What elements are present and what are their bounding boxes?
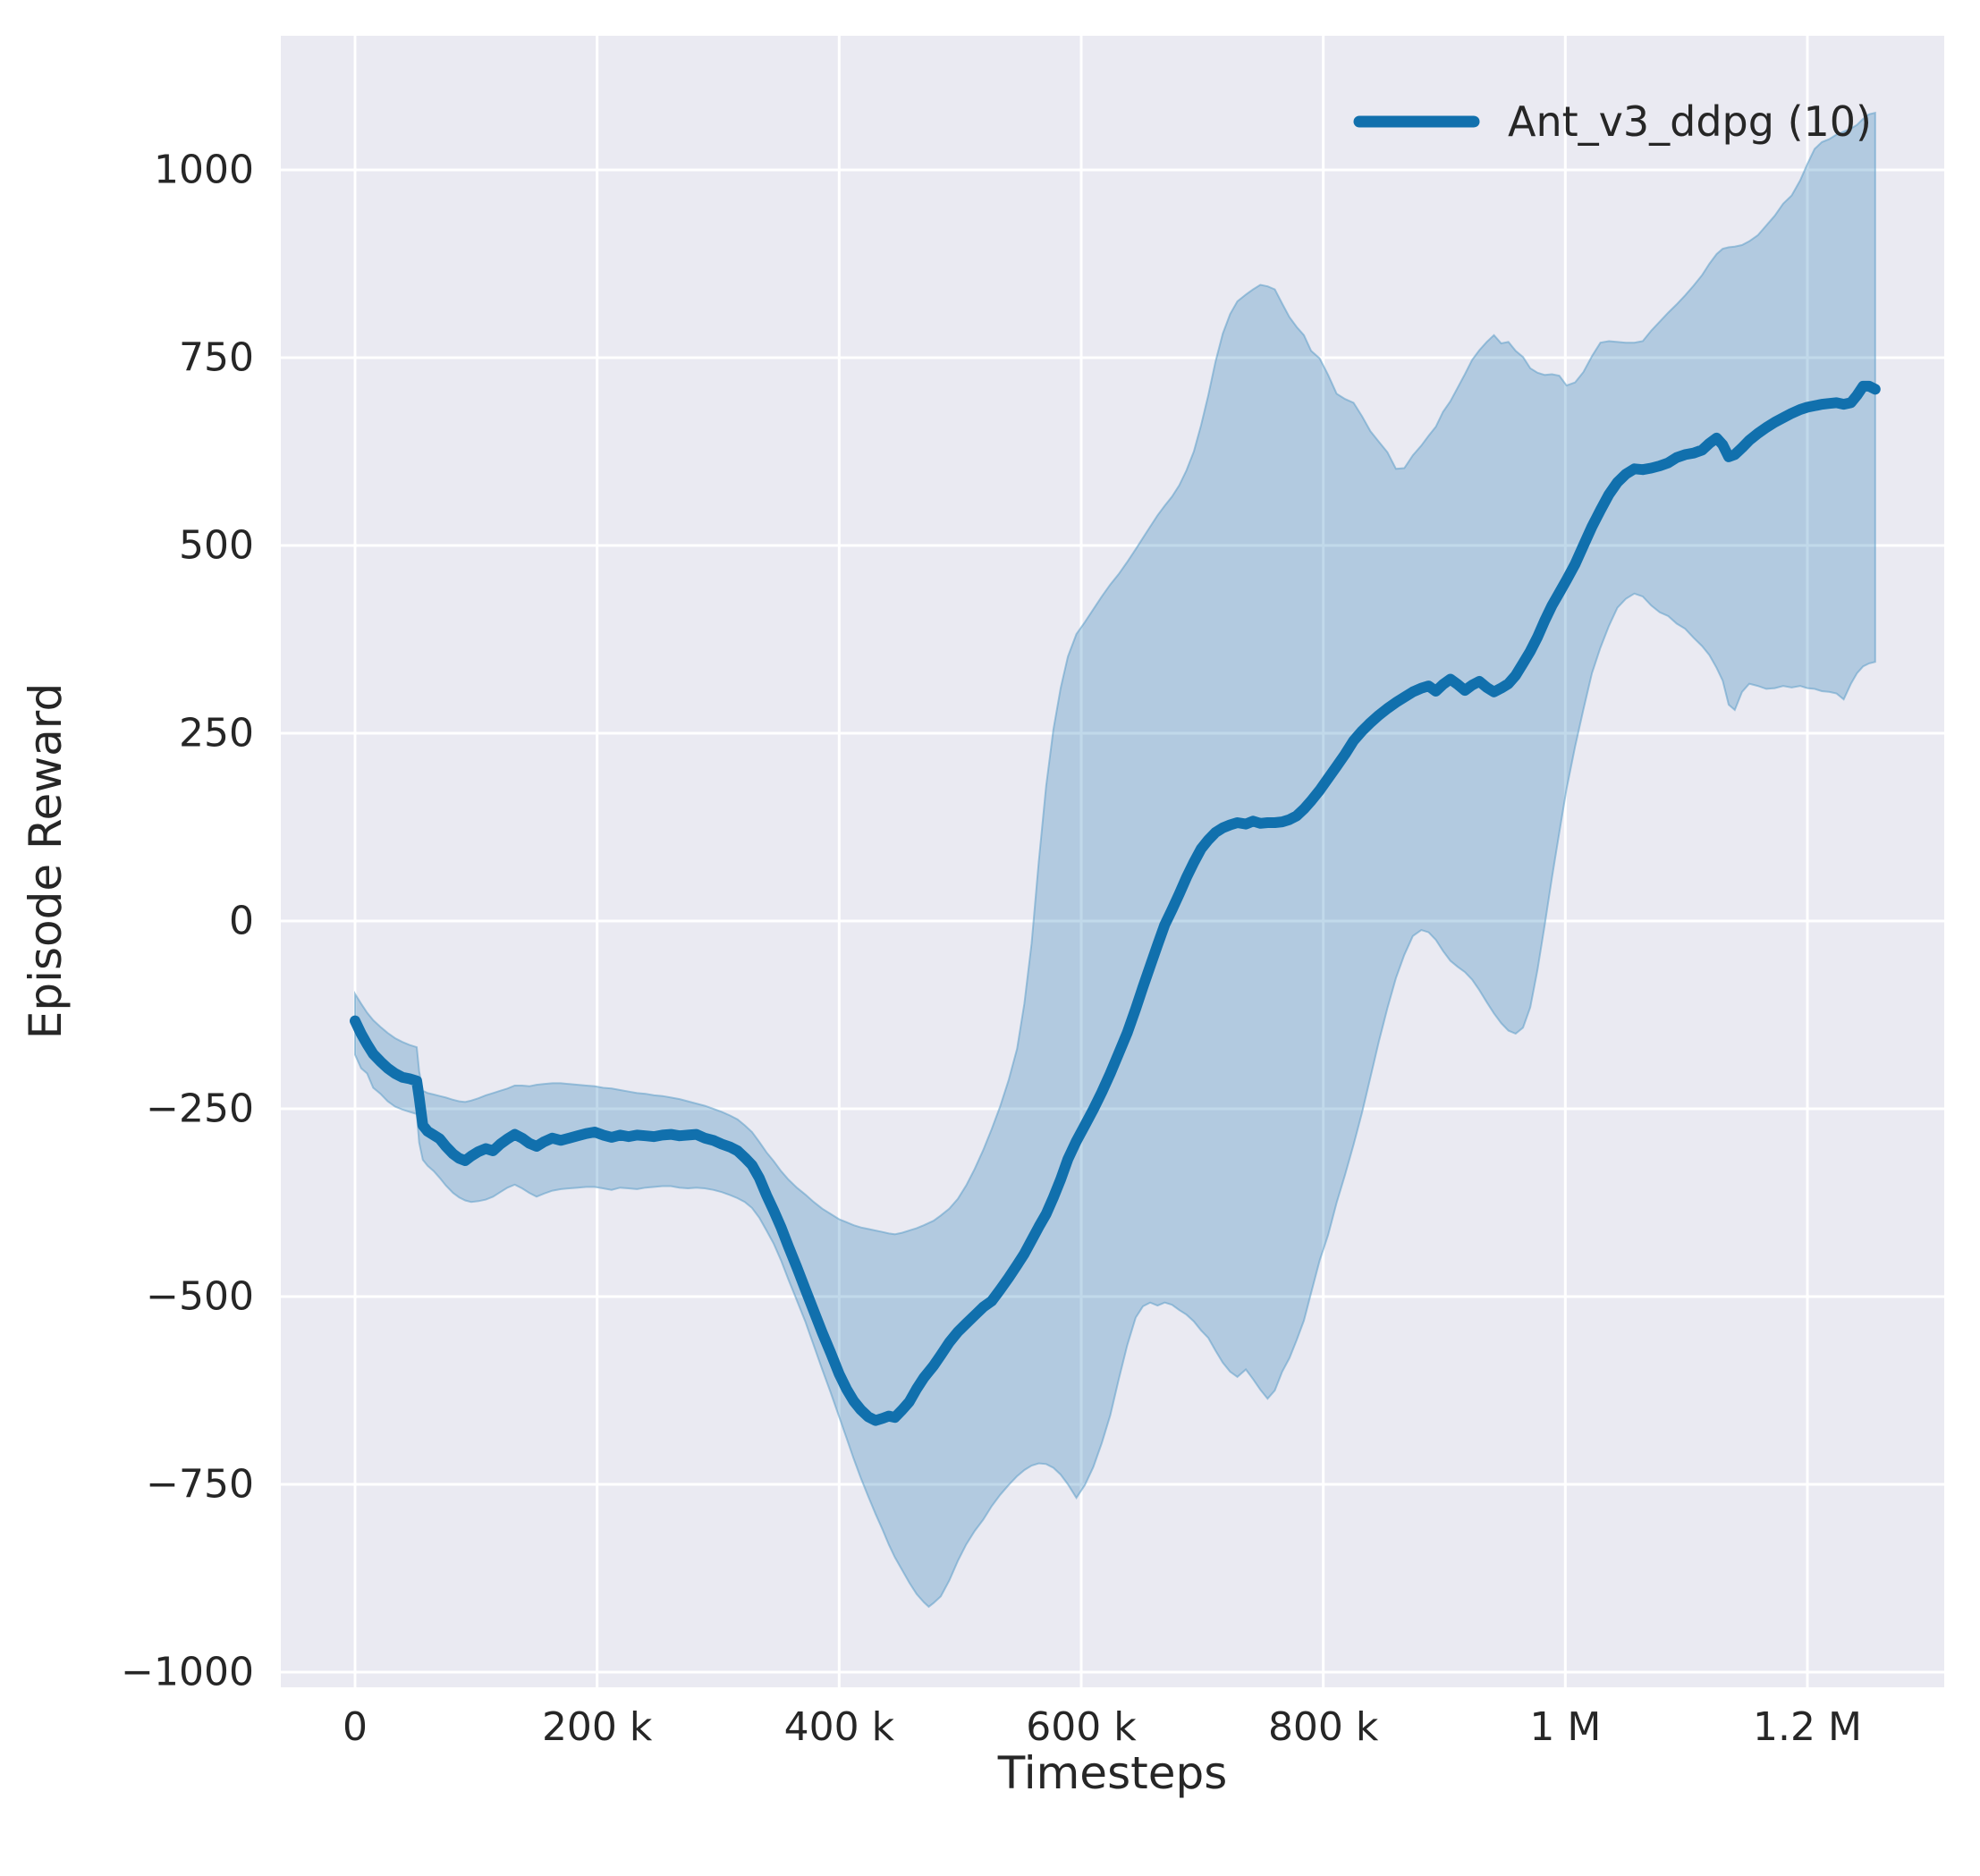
y-tick-label: 1000 [154, 148, 254, 193]
y-tick-label: 250 [179, 711, 254, 756]
gridlines [281, 36, 1944, 1687]
x-tick-label: 200 k [542, 1704, 653, 1750]
y-tick-labels: 1000 750 500 250 0 −250 −500 −750 −1000 [121, 148, 254, 1695]
y-tick-label: −1000 [121, 1650, 254, 1695]
y-tick-label: 750 [179, 335, 254, 381]
mean-line [350, 380, 1881, 1426]
y-axis-label: Episode Reward [20, 683, 72, 1039]
legend: Ant_v3_ddpg (10) [1353, 97, 1872, 146]
x-axis-label: Timesteps [997, 1747, 1228, 1799]
y-tick-label: −500 [146, 1274, 254, 1320]
x-tick-label: 1 M [1529, 1704, 1601, 1750]
x-tick-label: 0 [343, 1704, 368, 1750]
y-tick-label: −250 [146, 1086, 254, 1132]
x-tick-label: 800 k [1268, 1704, 1379, 1750]
y-tick-label: −750 [146, 1462, 254, 1508]
confidence-band [354, 111, 1876, 1609]
x-tick-labels: 0 200 k 400 k 600 k 800 k 1 M 1.2 M [343, 1704, 1862, 1750]
plot-area [281, 36, 1944, 1687]
y-tick-label: 0 [229, 899, 254, 944]
x-tick-label: 1.2 M [1753, 1704, 1862, 1750]
x-tick-label: 400 k [784, 1704, 895, 1750]
x-tick-label: 600 k [1026, 1704, 1137, 1750]
y-tick-label: 500 [179, 523, 254, 569]
legend-label: Ant_v3_ddpg (10) [1508, 97, 1872, 146]
